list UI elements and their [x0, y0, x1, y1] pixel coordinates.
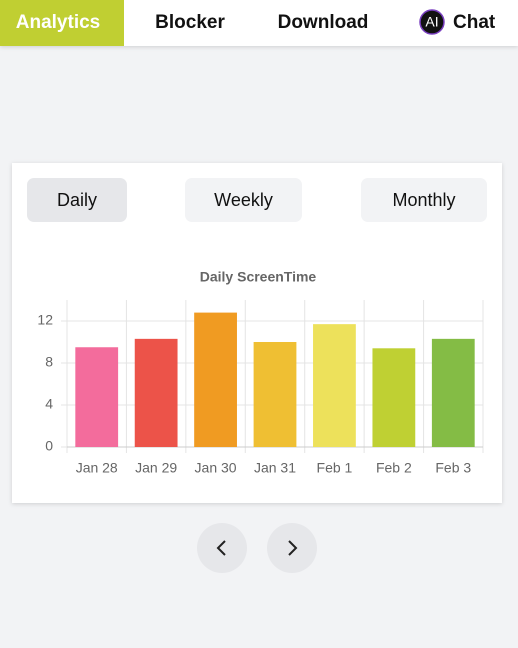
- chat-icon-text[interactable]: AI: [425, 14, 438, 30]
- active-tab[interactable]: [0, 0, 124, 46]
- bar: [134, 338, 178, 447]
- period-button-label[interactable]: Weekly: [214, 190, 273, 210]
- y-tick-label: 8: [45, 354, 53, 370]
- period-button-label[interactable]: Daily: [57, 190, 97, 210]
- plot: 0 4 8 12 Jan 28 Jan 29 Jan 30 Jan 31 Feb 1 Feb 2 F…: [37, 300, 484, 476]
- bar: [194, 312, 237, 447]
- x-tick-label: Feb 3: [435, 460, 471, 476]
- nav-tab[interactable]: Download: [278, 12, 369, 33]
- bar: [431, 338, 475, 447]
- prev-button[interactable]: [197, 523, 247, 573]
- y-tick-label: 4: [45, 396, 53, 412]
- period-button[interactable]: [185, 178, 302, 222]
- x-tick-label: Jan 28: [76, 460, 118, 476]
- period-button-label[interactable]: Monthly: [392, 190, 455, 210]
- chat-icon[interactable]: [419, 9, 445, 35]
- x-tick-label: Jan 29: [135, 460, 177, 476]
- next-button[interactable]: [267, 523, 317, 573]
- nav-tab[interactable]: Analytics: [16, 12, 100, 33]
- bar: [253, 342, 297, 447]
- nav-tab[interactable]: Chat: [453, 12, 496, 33]
- y-tick-label: 12: [37, 312, 53, 328]
- bar: [372, 348, 416, 447]
- period-button[interactable]: [361, 178, 487, 222]
- chart-title: Daily ScreenTime: [200, 269, 317, 285]
- x-tick-label: Jan 31: [254, 460, 296, 476]
- period-button[interactable]: [27, 178, 127, 222]
- x-tick-label: Jan 30: [195, 460, 237, 476]
- x-tick-label: Feb 1: [317, 460, 353, 476]
- y-tick-label: 0: [45, 438, 53, 454]
- x-tick-label: Feb 2: [376, 460, 412, 476]
- bar: [313, 324, 356, 447]
- next-chevron[interactable]: [288, 540, 298, 556]
- prev-chevron[interactable]: [216, 540, 226, 556]
- bar: [75, 347, 119, 447]
- nav-tab[interactable]: Blocker: [155, 12, 225, 33]
